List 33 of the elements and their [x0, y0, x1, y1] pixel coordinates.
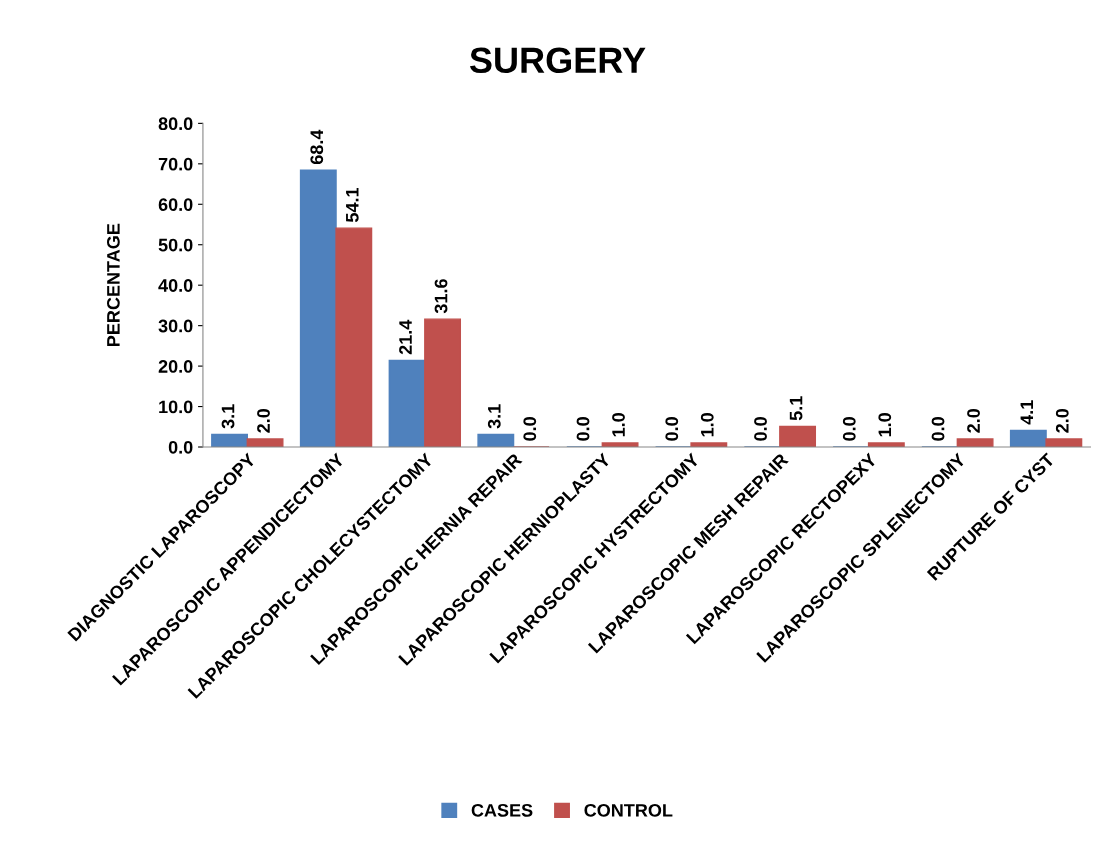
data-label: 0.0	[523, 417, 537, 441]
data-label: 0.0	[842, 417, 856, 441]
data-label: 1.0	[700, 413, 714, 437]
y-tick-label: 30.0	[158, 319, 193, 333]
data-label: 2.0	[257, 409, 270, 433]
legend-label: CONTROL	[584, 803, 673, 817]
data-label: 54.1	[346, 187, 359, 223]
data-label: 68.4	[310, 129, 324, 165]
data-label: 2.0	[967, 409, 980, 433]
y-tick-label: 20.0	[158, 360, 193, 373]
y-tick-label: 10.0	[159, 400, 193, 414]
data-label: 21.4	[399, 319, 412, 355]
data-label: 31.6	[434, 279, 448, 314]
y-tick-label: 40.0	[158, 279, 193, 292]
data-label: 0.0	[576, 417, 590, 441]
data-label: 3.1	[487, 404, 501, 429]
data-label: 0.0	[754, 417, 767, 441]
data-label: 0.0	[665, 417, 679, 441]
y-tick-label: 80.0	[158, 117, 193, 131]
legend-label: CASES	[471, 803, 533, 817]
data-label: 5.1	[789, 396, 803, 421]
data-label: 2.0	[1055, 409, 1069, 433]
y-axis-title: PERCENTAGE	[106, 223, 120, 347]
y-tick-label: 50.0	[158, 238, 193, 252]
y-tick-label: 0.0	[168, 440, 193, 454]
data-label: 0.0	[931, 417, 945, 441]
data-label: 4.1	[1020, 400, 1034, 425]
data-label: 3.1	[221, 404, 235, 429]
chart-title: SURGERY	[469, 47, 646, 74]
y-tick-label: 70.0	[158, 157, 193, 171]
data-label: 1.0	[878, 413, 892, 437]
data-label: 1.0	[612, 413, 625, 437]
y-tick-label: 60.0	[158, 198, 193, 211]
